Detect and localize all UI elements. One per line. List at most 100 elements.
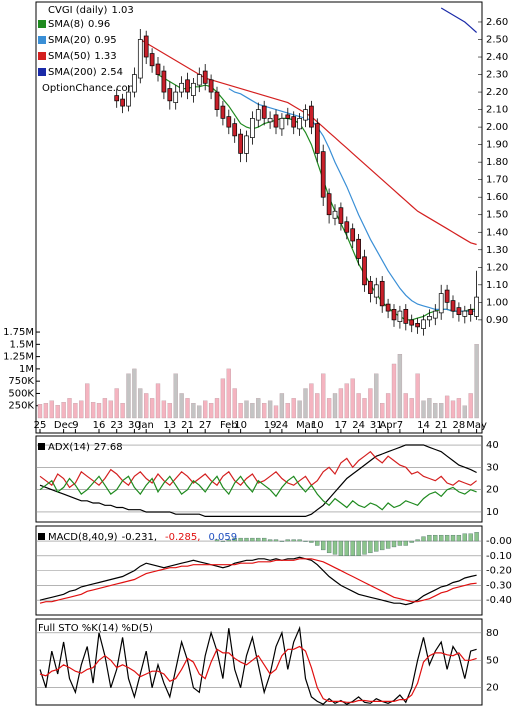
candle-body <box>114 95 120 102</box>
volume-bar <box>250 403 255 419</box>
histogram-bar <box>462 533 467 542</box>
x-tick-label: May <box>466 420 487 431</box>
candle-body <box>456 307 462 315</box>
y-tick-label: 40 <box>486 440 499 451</box>
legend-value: -0.285, <box>165 532 200 543</box>
y-tick-label: -0.20 <box>486 566 512 577</box>
histogram-bar <box>326 540 332 554</box>
y-tick-label: 2.50 <box>486 34 508 45</box>
candle-body <box>202 70 208 84</box>
y-tick-label: -0.30 <box>486 580 512 591</box>
series-line <box>228 88 477 312</box>
candle-body <box>214 91 220 110</box>
candle-body <box>267 118 273 123</box>
legend-value: 0.95 <box>94 35 116 46</box>
y-tick-label: 1.00 <box>486 297 508 308</box>
candle-body <box>403 309 409 324</box>
candle-body <box>238 133 243 154</box>
histogram-bar <box>368 540 373 554</box>
histogram-bar <box>232 537 237 542</box>
volume-bar <box>96 403 102 419</box>
volume-bar <box>226 368 231 419</box>
legend-value: 0.96 <box>88 19 110 30</box>
y-tick-label: 1.70 <box>486 175 508 186</box>
histogram-bar <box>427 534 432 542</box>
volume-bar <box>291 398 296 419</box>
histogram-bar <box>380 540 385 551</box>
volume-bar <box>232 388 237 419</box>
candle-body <box>444 289 450 303</box>
candle-body <box>137 39 143 79</box>
volume-bar <box>374 373 379 419</box>
volume-bar <box>102 398 108 419</box>
candle-body <box>356 238 361 259</box>
volume-bar <box>297 400 302 419</box>
volume-bar <box>285 403 290 419</box>
volume-bar <box>85 383 90 419</box>
volume-bar <box>303 388 308 419</box>
volume-bar <box>309 383 314 419</box>
volume-bar <box>439 403 444 419</box>
candle-body <box>385 303 391 312</box>
candle-body <box>409 319 415 326</box>
candle-body <box>379 280 385 307</box>
volume-bar <box>332 393 338 419</box>
volume-bar <box>161 400 167 419</box>
x-tick-label: Feb <box>220 420 238 431</box>
x-tick-label: 7 <box>397 420 403 431</box>
candle-body <box>297 118 302 130</box>
x-tick-label: Jan <box>137 420 153 431</box>
volume-bar <box>391 363 397 419</box>
volume-bar <box>214 398 220 419</box>
candle-body <box>232 123 238 137</box>
volume-bar <box>73 403 78 419</box>
y-tick-label: 1.80 <box>486 157 508 168</box>
y-tick-label: 1.90 <box>486 140 508 151</box>
volume-bar <box>67 398 72 419</box>
y2-tick-label: 1.5M <box>9 339 34 350</box>
legend-value: 27.68 <box>94 442 123 453</box>
candle-body <box>273 114 279 128</box>
y-tick-label: 0.90 <box>486 315 508 326</box>
series-line <box>39 556 477 606</box>
candle-body <box>474 296 479 317</box>
y-tick-label: 1.20 <box>486 262 508 273</box>
y-tick-label: 1.40 <box>486 227 508 238</box>
candle-body <box>250 118 255 138</box>
candle-body <box>320 151 326 198</box>
volume-bar <box>179 393 184 419</box>
panel-title: Full STO %K(14) %D(5) <box>38 623 153 634</box>
volume-bar <box>421 400 426 419</box>
y-tick-label: 2.30 <box>486 70 508 81</box>
histogram-bar <box>226 539 231 542</box>
x-tick-label: 14 <box>417 420 430 431</box>
candle-body <box>185 79 190 93</box>
candle-body <box>149 53 155 67</box>
candle-body <box>226 116 232 128</box>
x-tick-label: 24 <box>352 420 365 431</box>
candle-body <box>220 105 226 119</box>
volume-bar <box>262 403 267 419</box>
candle-body <box>450 300 456 312</box>
candle-body <box>397 310 403 322</box>
volume-bar <box>244 400 249 419</box>
volume-bar <box>380 403 385 419</box>
volume-bar <box>126 373 131 419</box>
volume-bar <box>350 378 355 419</box>
y-tick-label: -0.10 <box>486 551 512 562</box>
legend-label: SMA(20) <box>48 35 90 46</box>
volume-bar <box>338 388 344 419</box>
histogram-bar <box>332 540 338 555</box>
candle-body <box>432 310 438 319</box>
volume-bar <box>220 378 226 419</box>
y2-tick-label: 250K <box>8 401 34 412</box>
volume-bar <box>79 400 84 419</box>
volume-bar <box>256 398 261 419</box>
volume-bar <box>155 383 161 419</box>
candle-body <box>332 210 338 219</box>
histogram-bar <box>374 540 379 552</box>
y-tick-label: -0.40 <box>486 595 512 606</box>
candle-body <box>143 35 149 58</box>
y-tick-label: 2.20 <box>486 87 508 98</box>
x-tick-label: 25 <box>34 420 47 431</box>
